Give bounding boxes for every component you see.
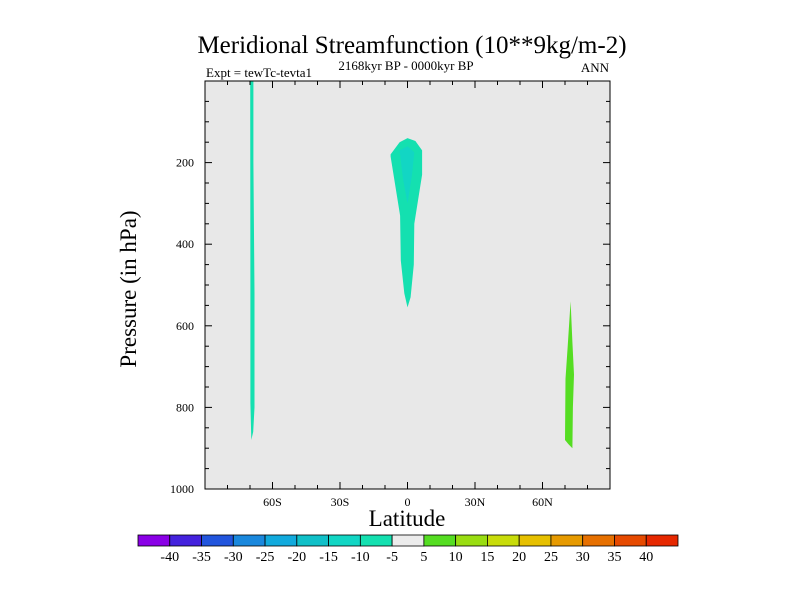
colorbar-label: 5 xyxy=(420,550,427,565)
colorbar-swatch xyxy=(169,534,202,547)
subtitle-left: Expt = tewTc-tevta1 xyxy=(206,65,312,80)
colorbar-label: 35 xyxy=(607,550,621,565)
colorbar-label: 25 xyxy=(544,550,558,565)
x-tick-label: 30N xyxy=(465,495,486,509)
colorbar-swatch xyxy=(201,534,234,547)
y-tick-label: 800 xyxy=(176,400,194,414)
y-axis-label: Pressure (in hPa) xyxy=(116,210,141,367)
colorbar-swatch xyxy=(232,534,266,547)
x-tick-label: 60N xyxy=(532,495,553,509)
colorbar-swatch xyxy=(614,534,647,547)
colorbar-swatch xyxy=(518,534,552,547)
colorbar-label: -20 xyxy=(287,550,306,565)
contour-region-south-polar xyxy=(250,81,255,440)
colorbar-swatch xyxy=(391,534,425,547)
contour-region-equatorial xyxy=(390,138,423,308)
colorbar-swatch xyxy=(455,534,488,547)
colorbar: -40 -35 -30 -25 -20 -15 -10 -5 5 10 15 20 25 30 35 40 xyxy=(137,534,679,565)
chart-title: Meridional Streamfunction (10**9kg/m-2) xyxy=(197,32,626,59)
colorbar-swatch xyxy=(550,534,584,547)
colorbar-label: -10 xyxy=(351,550,370,565)
colorbar-label: -5 xyxy=(386,550,398,565)
colorbar-swatch xyxy=(359,534,393,547)
colorbar-swatch xyxy=(487,534,520,547)
subtitle-right: ANN xyxy=(581,60,610,75)
x-tick-label: 60S xyxy=(263,495,282,509)
colorbar-swatch xyxy=(582,534,615,547)
colorbar-label: -25 xyxy=(256,550,275,565)
y-tick-label: 1000 xyxy=(170,482,194,496)
colorbar-swatch xyxy=(645,534,679,547)
colorbar-label: -35 xyxy=(192,550,211,565)
colorbar-label: 20 xyxy=(512,550,526,565)
y-tick-label: 600 xyxy=(176,319,194,333)
x-axis-label: Latitude xyxy=(369,506,446,531)
contour-region-north-polar xyxy=(565,301,574,449)
contour-region-equatorial-core xyxy=(399,146,415,204)
colorbar-label: -40 xyxy=(160,550,179,565)
y-tick-label: 200 xyxy=(176,156,194,170)
colorbar-swatch xyxy=(264,534,298,547)
colorbar-swatch xyxy=(137,534,171,547)
x-tick-label: 30S xyxy=(331,495,350,509)
x-tick-label: 0 xyxy=(405,495,411,509)
colorbar-swatch xyxy=(423,534,457,547)
colorbar-label: -15 xyxy=(319,550,338,565)
colorbar-label: 15 xyxy=(480,550,494,565)
axis-ticks: 60S 30S 0 30N 60N 200 400 600 800 1000 xyxy=(170,81,610,509)
colorbar-swatch xyxy=(328,534,361,547)
colorbar-swatch xyxy=(296,534,329,547)
y-tick-label: 400 xyxy=(176,237,194,251)
plot-frame xyxy=(204,80,611,490)
subtitle-center: 2168kyr BP - 0000kyr BP xyxy=(338,58,473,73)
colorbar-label: 10 xyxy=(449,550,463,565)
contour-regions xyxy=(250,81,574,449)
colorbar-label: -30 xyxy=(224,550,243,565)
colorbar-label: 30 xyxy=(576,550,590,565)
colorbar-label: 40 xyxy=(639,550,653,565)
